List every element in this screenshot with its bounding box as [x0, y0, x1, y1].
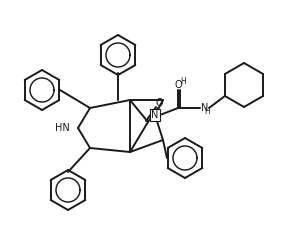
Text: O: O	[174, 80, 182, 90]
Text: H: H	[180, 77, 186, 86]
Text: HN: HN	[55, 123, 69, 133]
Text: H: H	[204, 108, 210, 117]
Text: O: O	[155, 98, 163, 108]
Text: N: N	[201, 103, 209, 113]
Text: N: N	[151, 110, 159, 120]
